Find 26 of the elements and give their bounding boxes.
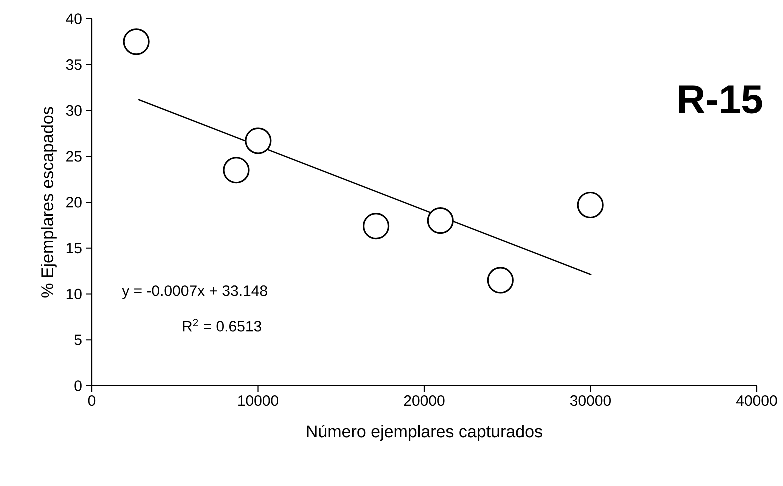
x-tick-label: 0	[88, 396, 96, 406]
y-tick-label: 15	[66, 243, 82, 254]
point	[487, 267, 514, 294]
x-tick-label: 10000	[238, 396, 279, 406]
point	[245, 128, 272, 154]
point	[427, 208, 454, 234]
x-axis-title: Número ejemplares capturados	[307, 425, 542, 442]
annotation: R$^{2}$ = 0.6513	[183, 319, 262, 332]
point	[123, 28, 150, 56]
y-tick-label: 40	[66, 14, 82, 24]
y-tick-label: 20	[66, 197, 82, 208]
y-tick-label: 10	[66, 288, 82, 300]
y-tick-label: 30	[66, 105, 82, 116]
point	[223, 157, 250, 184]
y-tick-label: 5	[74, 334, 82, 346]
x-tick-label: 20000	[404, 396, 445, 406]
text: R-15	[679, 86, 762, 114]
y-tick-label: 0	[74, 380, 82, 392]
annotation: y = -0.0007x + 33.148	[122, 286, 268, 300]
point	[362, 213, 390, 240]
y-tick-label: 35	[66, 60, 82, 70]
y-tick-label: 25	[66, 151, 82, 162]
x-tick-label: 40000	[736, 396, 778, 406]
y-axis-title: % Ejemplares escapados	[41, 107, 57, 298]
x-tick-label: 30000	[570, 396, 611, 406]
point	[577, 192, 604, 219]
